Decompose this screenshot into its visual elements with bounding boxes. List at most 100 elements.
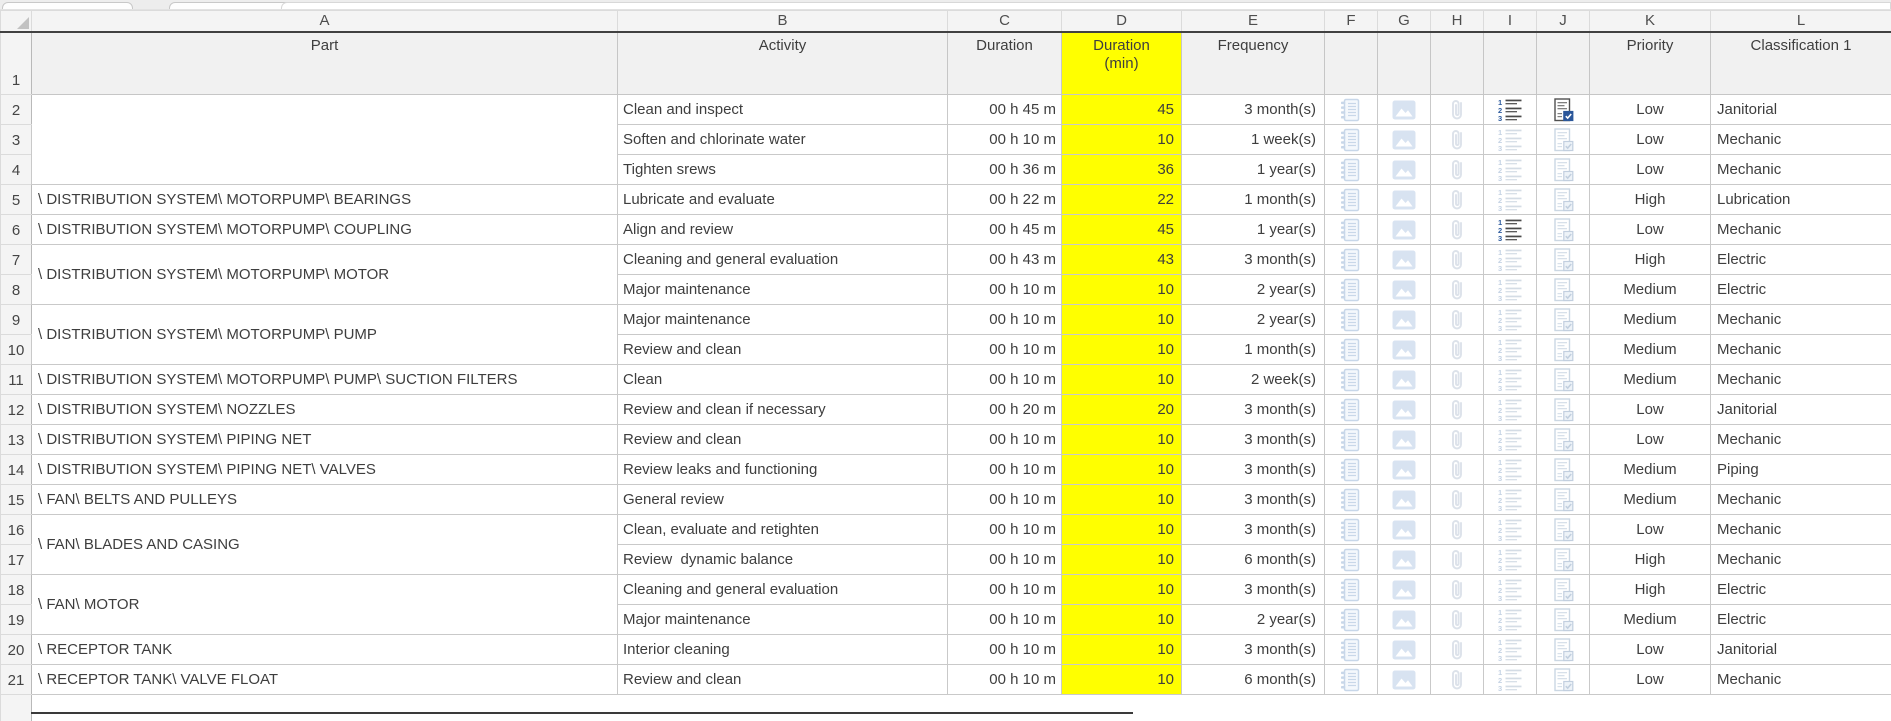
image-icon[interactable] [1392, 280, 1416, 299]
icon-cell[interactable] [1430, 244, 1484, 275]
cell-duration[interactable]: 00 h 10 m [947, 664, 1062, 695]
cell-activity[interactable]: Review and clean [617, 334, 948, 365]
cell-duration[interactable]: 00 h 10 m [947, 454, 1062, 485]
cell-activity[interactable]: Review and clean if necessary [617, 394, 948, 425]
icon-cell[interactable] [1377, 214, 1431, 245]
cell-classification[interactable]: Mechanic [1710, 334, 1891, 365]
checklist-icon[interactable] [1552, 247, 1575, 271]
icon-cell[interactable] [1536, 184, 1590, 215]
cell-activity[interactable]: Major maintenance [617, 604, 948, 635]
cell-part[interactable]: \ RECEPTOR TANK [31, 634, 618, 665]
icon-cell[interactable] [1536, 394, 1590, 425]
icon-cell[interactable] [1377, 514, 1431, 545]
row-number[interactable]: 11 [0, 364, 32, 395]
cell-duration[interactable]: 00 h 10 m [947, 574, 1062, 605]
icon-cell[interactable] [1324, 304, 1378, 335]
icon-cell[interactable] [1324, 214, 1378, 245]
checklist-icon[interactable] [1552, 667, 1575, 691]
cell-classification[interactable]: Mechanic [1710, 544, 1891, 575]
image-icon[interactable] [1392, 340, 1416, 359]
cell-activity[interactable]: Review and clean [617, 664, 948, 695]
row-number[interactable]: 9 [0, 304, 32, 335]
cell-frequency[interactable]: 3 month(s) [1181, 424, 1325, 455]
cell-activity[interactable]: Interior cleaning [617, 634, 948, 665]
icon-cell[interactable] [1536, 574, 1590, 605]
cell-duration[interactable]: 00 h 10 m [947, 334, 1062, 365]
icon-cell[interactable] [1536, 244, 1590, 275]
image-icon[interactable] [1392, 190, 1416, 209]
icon-cell[interactable] [1536, 424, 1590, 455]
cell-part[interactable]: \ RECEPTOR TANK\ VALVE FLOAT [31, 664, 618, 695]
notebook-icon[interactable] [1340, 368, 1362, 391]
notebook-icon[interactable] [1340, 608, 1362, 631]
cell-priority[interactable]: High [1589, 544, 1711, 575]
checklist-icon[interactable] [1552, 157, 1575, 181]
icon-cell[interactable] [1377, 574, 1431, 605]
cell-duration-min[interactable]: 10 [1061, 304, 1182, 335]
cell-activity[interactable]: Clean [617, 364, 948, 395]
paperclip-icon[interactable] [1449, 99, 1466, 119]
icon-cell[interactable] [1377, 154, 1431, 185]
paperclip-icon[interactable] [1449, 459, 1466, 479]
paperclip-icon[interactable] [1449, 399, 1466, 419]
cell-frequency[interactable]: 2 year(s) [1181, 304, 1325, 335]
row-number[interactable]: 5 [0, 184, 32, 215]
cell-priority[interactable]: Medium [1589, 364, 1711, 395]
cell-part[interactable]: \ DISTRIBUTION SYSTEM\ MOTORPUMP\ BEARIN… [31, 184, 618, 215]
icon-cell[interactable] [1324, 364, 1378, 395]
cell-classification[interactable]: Electric [1710, 604, 1891, 635]
cell-classification[interactable]: Mechanic [1710, 514, 1891, 545]
checklist-icon[interactable] [1552, 517, 1575, 541]
icon-cell[interactable] [1430, 364, 1484, 395]
checklist-icon[interactable] [1552, 457, 1575, 481]
row-number[interactable]: 13 [0, 424, 32, 455]
image-icon[interactable] [1392, 640, 1416, 659]
icon-cell[interactable] [1536, 334, 1590, 365]
cell-classification[interactable]: Mechanic [1710, 664, 1891, 695]
icon-cell[interactable] [1536, 124, 1590, 155]
header-duration[interactable]: Duration [947, 31, 1062, 95]
icon-cell[interactable] [1324, 94, 1378, 125]
icon-cell[interactable] [1430, 124, 1484, 155]
cell-duration[interactable]: 00 h 10 m [947, 544, 1062, 575]
column-letter-I[interactable]: I [1483, 10, 1537, 33]
icon-cell[interactable] [1430, 154, 1484, 185]
cell-priority[interactable]: Low [1589, 424, 1711, 455]
column-letter-C[interactable]: C [947, 10, 1062, 33]
cell-part[interactable]: \ DISTRIBUTION SYSTEM\ PIPING NET [31, 424, 618, 455]
icon-cell[interactable] [1536, 604, 1590, 635]
icon-cell[interactable] [1324, 184, 1378, 215]
cell-duration[interactable]: 00 h 45 m [947, 214, 1062, 245]
row-number[interactable]: 21 [0, 664, 32, 695]
column-letter-H[interactable]: H [1430, 10, 1484, 33]
cell-activity[interactable]: Major maintenance [617, 304, 948, 335]
notebook-icon[interactable] [1340, 578, 1362, 601]
cell-duration[interactable]: 00 h 10 m [947, 364, 1062, 395]
cell-classification[interactable]: Mechanic [1710, 124, 1891, 155]
cell-activity[interactable]: Clean, evaluate and retighten [617, 514, 948, 545]
cell-activity[interactable]: General review [617, 484, 948, 515]
cell-priority[interactable]: High [1589, 244, 1711, 275]
icon-cell[interactable] [1377, 334, 1431, 365]
cell-duration-min[interactable]: 45 [1061, 214, 1182, 245]
cell-activity[interactable]: Clean and inspect [617, 94, 948, 125]
cell-priority[interactable]: High [1589, 184, 1711, 215]
icon-cell[interactable] [1430, 274, 1484, 305]
checklist-icon[interactable] [1552, 577, 1575, 601]
header-duration-min[interactable]: Duration (min) [1061, 31, 1182, 95]
cell-frequency[interactable]: 1 week(s) [1181, 124, 1325, 155]
icon-cell[interactable] [1324, 664, 1378, 695]
cell-duration-min[interactable]: 10 [1061, 514, 1182, 545]
checklist-icon[interactable] [1552, 367, 1575, 391]
row-number[interactable]: 3 [0, 124, 32, 155]
checklist-icon[interactable] [1552, 337, 1575, 361]
checklist-icon[interactable] [1552, 487, 1575, 511]
image-icon[interactable] [1392, 580, 1416, 599]
